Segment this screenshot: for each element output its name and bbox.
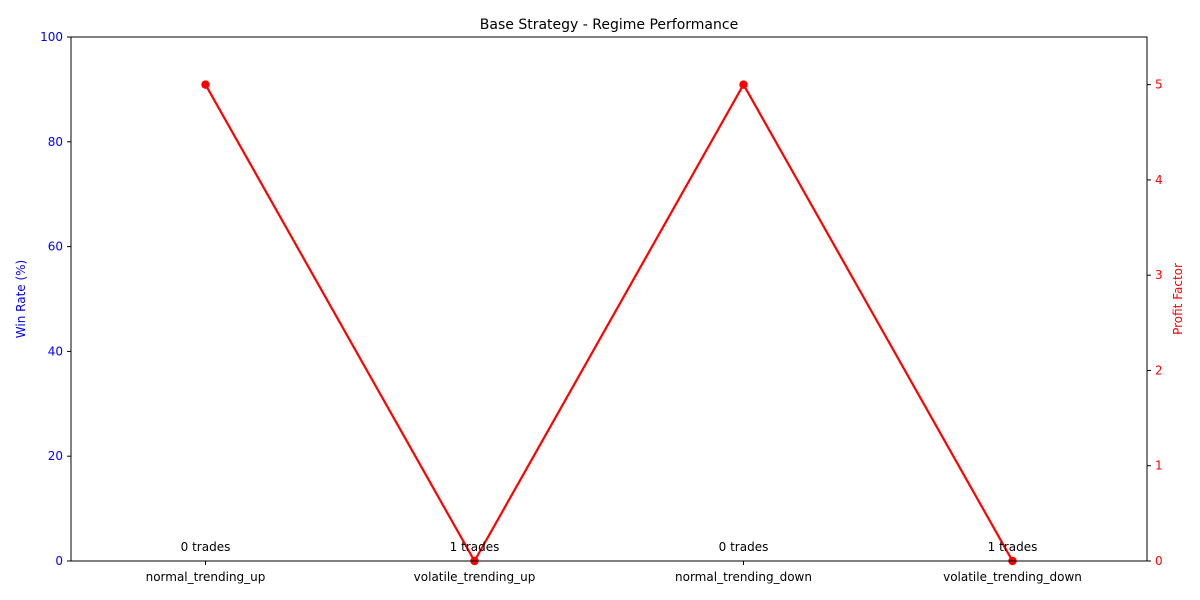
profit-factor-line <box>204 83 1014 563</box>
profit-factor-point <box>739 80 748 89</box>
left-y-axis: 0 20 40 60 80 100 <box>40 30 71 568</box>
plot-frame <box>70 36 1148 562</box>
right-tick-label: 5 <box>1155 78 1163 92</box>
x-tick-label: volatile_trending_down <box>943 570 1082 584</box>
left-tick-label: 0 <box>55 554 63 568</box>
left-tick-label: 20 <box>48 449 63 463</box>
left-tick-label: 40 <box>48 344 63 358</box>
profit-factor-point <box>201 80 210 89</box>
left-axis-title: Win Rate (%) <box>14 260 28 338</box>
x-axis: normal_trending_up volatile_trending_up no… <box>146 561 1082 584</box>
trade-count-annotation: 1 trades <box>988 540 1038 554</box>
left-tick-label: 80 <box>48 135 63 149</box>
x-tick-label: normal_trending_down <box>675 570 812 584</box>
left-tick-label: 60 <box>48 240 63 254</box>
x-tick-label: normal_trending_up <box>146 570 266 584</box>
left-tick-label: 100 <box>40 30 63 44</box>
trade-count-annotation: 1 trades <box>450 540 500 554</box>
right-tick-label: 3 <box>1155 268 1163 282</box>
x-tick-label: volatile_trending_up <box>414 570 536 584</box>
right-y-axis: 0 1 2 3 4 5 <box>1147 78 1163 568</box>
right-tick-label: 2 <box>1155 363 1163 377</box>
annotation-layer: 0 trades 1 trades 0 trades 1 trades <box>181 540 1038 554</box>
trade-count-annotation: 0 trades <box>719 540 769 554</box>
series-layer <box>201 80 1017 566</box>
trade-count-annotation: 0 trades <box>181 540 231 554</box>
chart-title: Base Strategy - Regime Performance <box>480 17 738 33</box>
right-tick-label: 4 <box>1155 173 1163 187</box>
right-axis-title: Profit Factor <box>1171 263 1185 335</box>
right-tick-label: 1 <box>1155 459 1163 473</box>
right-tick-label: 0 <box>1155 554 1163 568</box>
